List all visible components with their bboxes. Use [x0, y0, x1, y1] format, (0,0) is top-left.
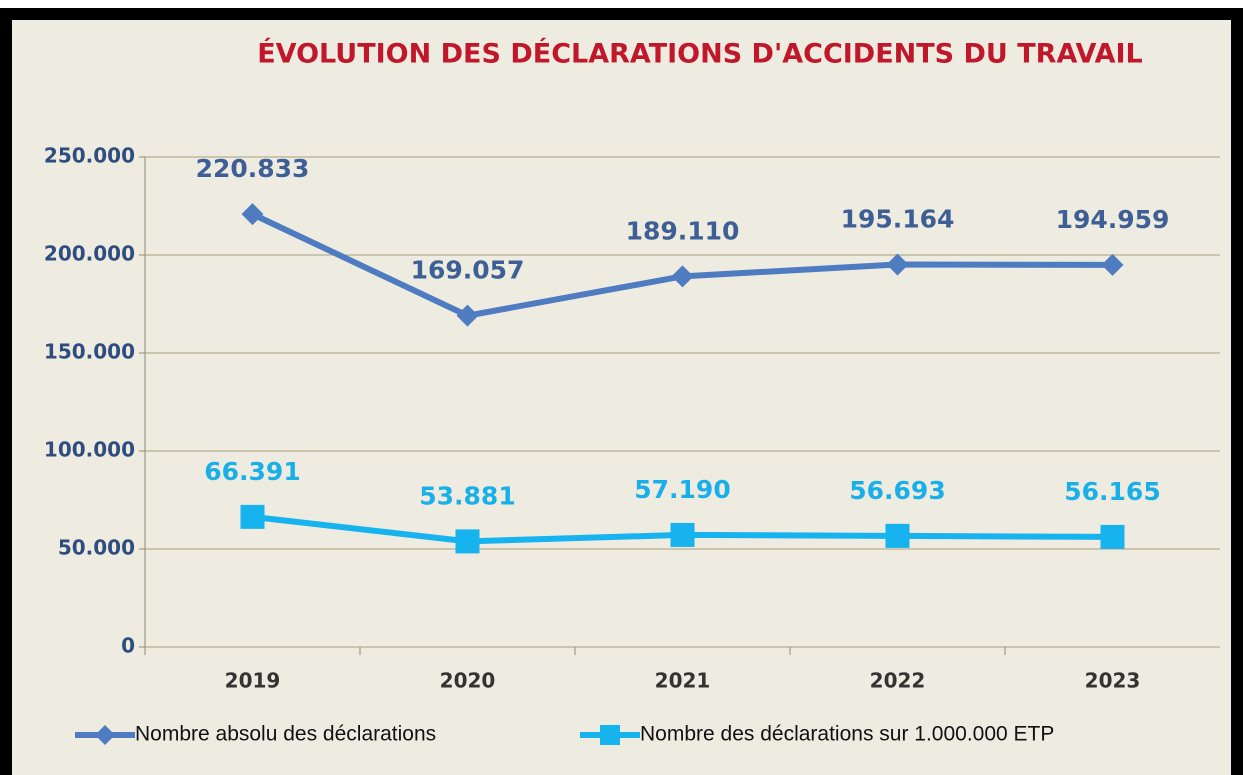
marker	[455, 529, 480, 554]
chart-title: ÉVOLUTION DES DÉCLARATIONS D'ACCIDENTS D…	[257, 38, 1143, 70]
marker	[1100, 524, 1125, 549]
y-tick-label: 50.000	[58, 536, 135, 560]
data-label: 195.164	[841, 204, 955, 233]
x-tick-label: 2023	[1085, 669, 1141, 693]
data-label: 220.833	[196, 154, 310, 183]
legend-label: Nombre absolu des déclarations	[135, 723, 436, 746]
marker	[456, 304, 479, 327]
marker	[671, 265, 694, 288]
marker	[241, 203, 264, 226]
y-tick-label: 100.000	[44, 438, 135, 462]
legend-label: Nombre des déclarations sur 1.000.000 ET…	[640, 723, 1054, 746]
marker	[886, 253, 909, 276]
marker	[600, 725, 620, 745]
marker	[1101, 253, 1124, 276]
x-tick-label: 2020	[440, 669, 496, 693]
data-label: 189.110	[626, 216, 740, 245]
marker	[885, 523, 910, 548]
data-label: 53.881	[419, 481, 515, 510]
data-label: 57.190	[634, 475, 730, 504]
data-label: 56.693	[849, 476, 945, 505]
y-tick-label: 200.000	[44, 242, 135, 266]
x-tick-label: 2019	[225, 669, 281, 693]
data-label: 194.959	[1056, 205, 1170, 234]
y-tick-label: 0	[121, 634, 135, 658]
chart-background	[12, 20, 1231, 775]
y-tick-label: 150.000	[44, 340, 135, 364]
data-label: 169.057	[411, 256, 525, 285]
marker	[670, 522, 695, 547]
data-label: 56.165	[1064, 477, 1160, 506]
marker	[240, 504, 265, 529]
y-tick-label: 250.000	[44, 144, 135, 168]
x-tick-label: 2021	[655, 669, 711, 693]
data-label: 66.391	[204, 457, 300, 486]
marker	[95, 725, 115, 745]
x-tick-label: 2022	[870, 669, 926, 693]
